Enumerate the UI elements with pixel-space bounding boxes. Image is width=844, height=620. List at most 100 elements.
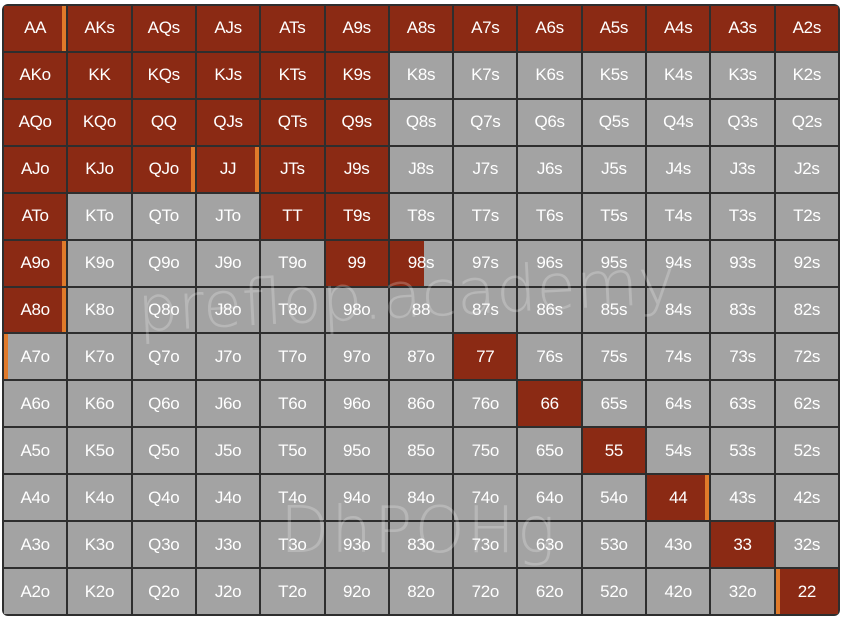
- hand-cell-t8s[interactable]: T8s: [389, 193, 453, 239]
- hand-cell-a5o[interactable]: A5o: [4, 428, 67, 474]
- hand-cell-k7o[interactable]: K7o: [68, 334, 131, 380]
- hand-cell-q4s[interactable]: Q4s: [647, 99, 710, 145]
- hand-cell-82o[interactable]: 82o: [389, 569, 453, 614]
- hand-cell-q6o[interactable]: Q6o: [132, 381, 195, 427]
- hand-cell-87o[interactable]: 87o: [389, 334, 453, 380]
- hand-cell-k2s[interactable]: K2s: [775, 52, 838, 98]
- hand-cell-t4o[interactable]: T4o: [261, 475, 324, 521]
- hand-cell-ajs[interactable]: AJs: [196, 6, 260, 51]
- hand-cell-j8o[interactable]: J8o: [196, 287, 260, 333]
- hand-cell-72o[interactable]: 72o: [454, 569, 517, 614]
- hand-cell-ako[interactable]: AKo: [4, 52, 67, 98]
- hand-cell-aks[interactable]: AKs: [68, 6, 131, 51]
- hand-cell-88[interactable]: 88: [389, 287, 453, 333]
- hand-cell-64s[interactable]: 64s: [647, 381, 710, 427]
- hand-cell-tt[interactable]: TT: [261, 193, 324, 239]
- hand-cell-k8o[interactable]: K8o: [68, 287, 131, 333]
- hand-cell-a2s[interactable]: A2s: [775, 6, 838, 51]
- hand-cell-55[interactable]: 55: [582, 428, 646, 474]
- hand-cell-k2o[interactable]: K2o: [68, 569, 131, 614]
- hand-cell-74s[interactable]: 74s: [647, 334, 710, 380]
- hand-cell-kts[interactable]: KTs: [261, 52, 324, 98]
- hand-cell-97o[interactable]: 97o: [325, 334, 388, 380]
- hand-cell-j8s[interactable]: J8s: [389, 146, 453, 192]
- hand-cell-75o[interactable]: 75o: [454, 428, 517, 474]
- hand-cell-75s[interactable]: 75s: [582, 334, 646, 380]
- hand-cell-j4o[interactable]: J4o: [196, 475, 260, 521]
- hand-cell-aa[interactable]: AA: [4, 6, 67, 51]
- hand-cell-t5s[interactable]: T5s: [582, 193, 646, 239]
- hand-cell-a9o[interactable]: A9o: [4, 240, 67, 286]
- hand-cell-52s[interactable]: 52s: [775, 428, 838, 474]
- hand-cell-j9o[interactable]: J9o: [196, 240, 260, 286]
- hand-cell-84s[interactable]: 84s: [647, 287, 710, 333]
- hand-cell-j7s[interactable]: J7s: [454, 146, 517, 192]
- hand-cell-62o[interactable]: 62o: [518, 569, 581, 614]
- hand-cell-q6s[interactable]: Q6s: [518, 99, 581, 145]
- hand-cell-a8s[interactable]: A8s: [389, 6, 453, 51]
- hand-cell-t9o[interactable]: T9o: [261, 240, 324, 286]
- hand-cell-j4s[interactable]: J4s: [647, 146, 710, 192]
- hand-cell-q5o[interactable]: Q5o: [132, 428, 195, 474]
- hand-cell-kqs[interactable]: KQs: [132, 52, 195, 98]
- hand-cell-qq[interactable]: QQ: [132, 99, 195, 145]
- hand-cell-85o[interactable]: 85o: [389, 428, 453, 474]
- hand-cell-86s[interactable]: 86s: [518, 287, 581, 333]
- hand-cell-54s[interactable]: 54s: [647, 428, 710, 474]
- hand-cell-95o[interactable]: 95o: [325, 428, 388, 474]
- hand-cell-t9s[interactable]: T9s: [325, 193, 388, 239]
- hand-cell-q2s[interactable]: Q2s: [775, 99, 838, 145]
- hand-cell-42o[interactable]: 42o: [647, 569, 710, 614]
- hand-cell-q5s[interactable]: Q5s: [582, 99, 646, 145]
- hand-cell-q9s[interactable]: Q9s: [325, 99, 388, 145]
- hand-cell-qjs[interactable]: QJs: [196, 99, 260, 145]
- hand-cell-k3o[interactable]: K3o: [68, 522, 131, 568]
- hand-cell-87s[interactable]: 87s: [454, 287, 517, 333]
- hand-cell-t8o[interactable]: T8o: [261, 287, 324, 333]
- hand-cell-53o[interactable]: 53o: [582, 522, 646, 568]
- hand-cell-kk[interactable]: KK: [68, 52, 131, 98]
- hand-cell-ats[interactable]: ATs: [261, 6, 324, 51]
- hand-cell-kjs[interactable]: KJs: [196, 52, 260, 98]
- hand-cell-63s[interactable]: 63s: [711, 381, 774, 427]
- hand-cell-a8o[interactable]: A8o: [4, 287, 67, 333]
- hand-cell-85s[interactable]: 85s: [582, 287, 646, 333]
- hand-cell-32s[interactable]: 32s: [775, 522, 838, 568]
- hand-cell-82s[interactable]: 82s: [775, 287, 838, 333]
- hand-cell-q3o[interactable]: Q3o: [132, 522, 195, 568]
- hand-cell-92o[interactable]: 92o: [325, 569, 388, 614]
- hand-cell-a7o[interactable]: A7o: [4, 334, 67, 380]
- hand-cell-53s[interactable]: 53s: [711, 428, 774, 474]
- hand-cell-t6s[interactable]: T6s: [518, 193, 581, 239]
- hand-cell-33[interactable]: 33: [711, 522, 774, 568]
- hand-cell-97s[interactable]: 97s: [454, 240, 517, 286]
- hand-cell-qto[interactable]: QTo: [132, 193, 195, 239]
- hand-cell-t7o[interactable]: T7o: [261, 334, 324, 380]
- hand-cell-k5s[interactable]: K5s: [582, 52, 646, 98]
- hand-cell-ato[interactable]: ATo: [4, 193, 67, 239]
- hand-cell-43o[interactable]: 43o: [647, 522, 710, 568]
- hand-cell-q7s[interactable]: Q7s: [454, 99, 517, 145]
- hand-cell-j9s[interactable]: J9s: [325, 146, 388, 192]
- hand-cell-ajo[interactable]: AJo: [4, 146, 67, 192]
- hand-cell-83o[interactable]: 83o: [389, 522, 453, 568]
- hand-cell-52o[interactable]: 52o: [582, 569, 646, 614]
- hand-cell-73s[interactable]: 73s: [711, 334, 774, 380]
- hand-cell-t5o[interactable]: T5o: [261, 428, 324, 474]
- hand-cell-98o[interactable]: 98o: [325, 287, 388, 333]
- hand-cell-j5o[interactable]: J5o: [196, 428, 260, 474]
- hand-cell-q3s[interactable]: Q3s: [711, 99, 774, 145]
- hand-cell-j5s[interactable]: J5s: [582, 146, 646, 192]
- hand-cell-q8s[interactable]: Q8s: [389, 99, 453, 145]
- hand-cell-a4o[interactable]: A4o: [4, 475, 67, 521]
- hand-cell-jto[interactable]: JTo: [196, 193, 260, 239]
- hand-cell-96s[interactable]: 96s: [518, 240, 581, 286]
- hand-cell-93o[interactable]: 93o: [325, 522, 388, 568]
- hand-cell-65o[interactable]: 65o: [518, 428, 581, 474]
- hand-cell-54o[interactable]: 54o: [582, 475, 646, 521]
- hand-cell-q4o[interactable]: Q4o: [132, 475, 195, 521]
- hand-cell-aqs[interactable]: AQs: [132, 6, 195, 51]
- hand-cell-jts[interactable]: JTs: [261, 146, 324, 192]
- hand-cell-44[interactable]: 44: [647, 475, 710, 521]
- hand-cell-74o[interactable]: 74o: [454, 475, 517, 521]
